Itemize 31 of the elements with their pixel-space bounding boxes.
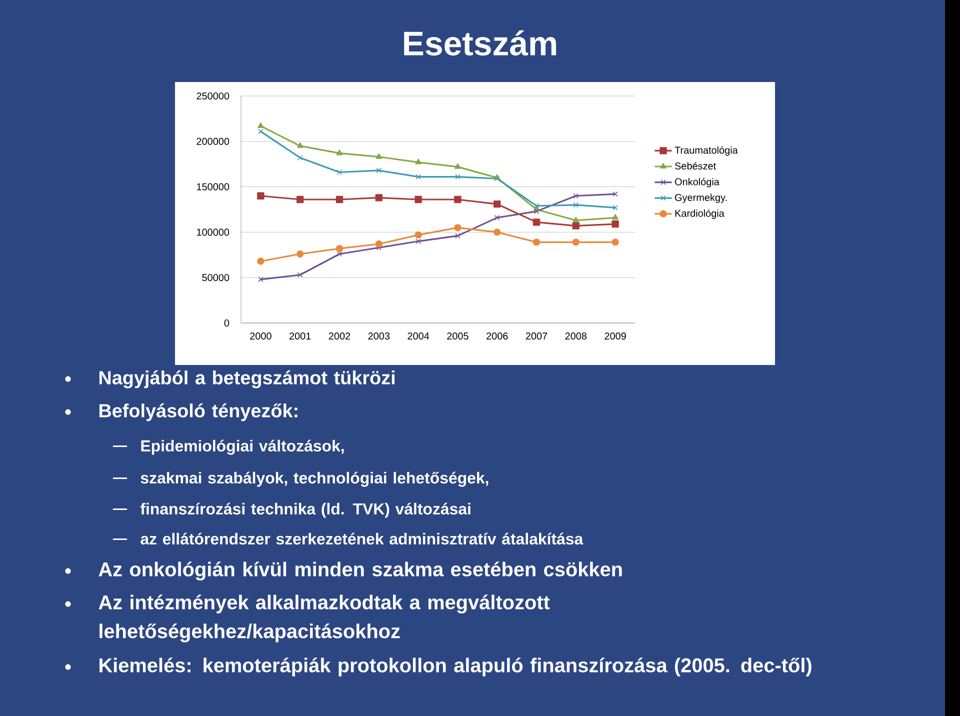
- x-tick-label: 2002: [328, 332, 350, 340]
- y-tick-label: 0: [224, 319, 230, 327]
- text: Epidemiológiai változások,: [141, 440, 344, 455]
- legend-label: Kardiológia: [675, 209, 724, 219]
- text: Az onkológián kívül minden szakma esetében csökken: [98, 562, 622, 580]
- x-tick-label: 2001: [290, 332, 311, 340]
- x-tick-label: 2003: [368, 332, 390, 340]
- x-tick-label: 2004: [408, 332, 430, 340]
- legend-label: Sebészet: [675, 162, 716, 170]
- x-tick-label: 2005: [447, 332, 468, 340]
- legend-label: Gyermekgy.: [675, 194, 727, 203]
- chart-title: Esetszám: [404, 30, 556, 56]
- y-tick-label: 200000: [196, 138, 230, 145]
- text: Nagyjából a betegszámot tükrözi: [99, 370, 394, 388]
- x-tick-label: 2009: [604, 332, 626, 340]
- text: finanszírozási technika (ld. TVK) változásai: [140, 502, 470, 518]
- x-tick-label: 2007: [526, 332, 548, 340]
- text: Az intézmények alkalmazkodtak a megváltozott lehetőségekhez/kapacitásokhoz: [98, 594, 550, 642]
- x-tick-label: 2006: [486, 332, 508, 340]
- x-tick-label: 2008: [565, 332, 587, 340]
- text: szakmai szabályok, technológiai lehetőségek,: [140, 472, 488, 487]
- text: az ellátórendszer szerkezetének adminisztratív átalakítása: [140, 532, 584, 545]
- text: Befolyásoló tényezők:: [99, 403, 298, 422]
- legend-label: Traumatológia: [674, 146, 738, 156]
- legend-label: Onkológia: [675, 178, 720, 188]
- y-tick-label: 50000: [202, 274, 230, 282]
- y-tick-label: 250000: [196, 92, 230, 100]
- x-tick-label: 2000: [250, 332, 272, 340]
- text: Kiemelés: kemoterápiák protokollon alapuló finanszírozása (2005. dec-től): [100, 658, 812, 676]
- y-tick-label: 150000: [197, 183, 230, 190]
- y-tick-label: 100000: [197, 228, 230, 236]
